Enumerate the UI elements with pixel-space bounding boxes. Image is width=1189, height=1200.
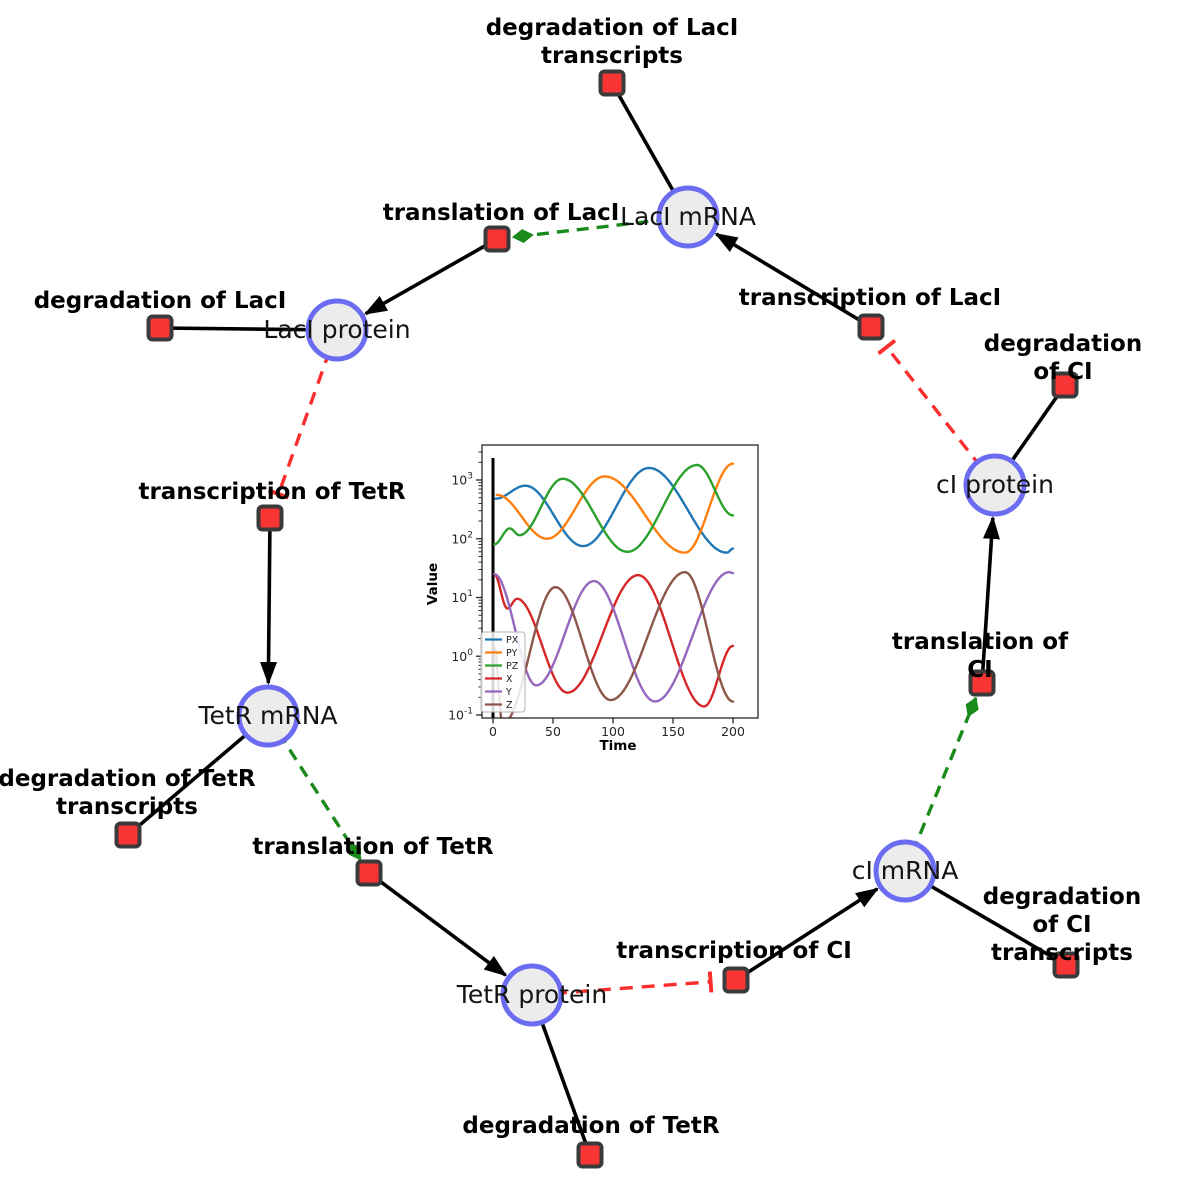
x-tick-label: 0 bbox=[489, 724, 497, 739]
reaction-node-deg_tetr bbox=[576, 1141, 604, 1169]
legend-label-PZ: PZ bbox=[506, 661, 519, 672]
series-curve-Y bbox=[493, 571, 735, 703]
reaction-node-deg_laci_tr bbox=[598, 69, 626, 97]
x-axis-ticks: 0 50 100 150 200 bbox=[489, 718, 745, 739]
legend-label-X: X bbox=[506, 674, 513, 685]
edge-production-transl_laci-to-laci_protein bbox=[363, 237, 498, 316]
species-label-laci_mrna: LacI mRNA bbox=[620, 202, 756, 231]
reaction-node-deg_tetr_tr bbox=[114, 821, 142, 849]
reaction-node-transc_tetr bbox=[256, 504, 284, 532]
species-label-tetr_mrna: TetR mRNA bbox=[198, 701, 338, 730]
reaction-node-transl_laci bbox=[483, 225, 511, 253]
series-curve-PX bbox=[494, 466, 735, 554]
reaction-label-transc_laci: transcription of LacI bbox=[738, 285, 1002, 311]
edge-production-transc_ci-to-ci_mrna bbox=[735, 887, 879, 982]
reaction-label-deg_ci: degradation of CI bbox=[983, 331, 1143, 385]
species-node-laci_mrna bbox=[656, 185, 720, 249]
legend-label-Y: Y bbox=[505, 687, 512, 698]
y-axis-label: Value bbox=[426, 563, 441, 605]
legend-label-Z: Z bbox=[506, 700, 513, 711]
reaction-label-deg_laci: degradation of LacI bbox=[33, 288, 287, 314]
species-label-tetr_protein: TetR protein bbox=[456, 980, 608, 1009]
reaction-label-deg_tetr: degradation of TetR bbox=[462, 1113, 720, 1139]
legend-box bbox=[480, 631, 526, 713]
species-node-ci_mrna bbox=[873, 839, 937, 903]
legend-label-PX: PX bbox=[506, 635, 519, 646]
y-tick-label: 101 bbox=[451, 589, 473, 605]
x-tick-label: 50 bbox=[545, 724, 561, 739]
x-tick-label: 150 bbox=[661, 724, 685, 739]
reaction-label-deg_laci_tr: degradation of LacI transcripts bbox=[485, 15, 739, 69]
species-node-tetr_mrna bbox=[236, 684, 300, 748]
reaction-node-transl_tetr bbox=[355, 859, 383, 887]
reaction-node-transl_ci bbox=[968, 669, 996, 697]
edge-production-transl_ci-to-ci_protein bbox=[980, 515, 1000, 684]
reaction-label-deg_tetr_tr: degradation of TetR transcripts bbox=[0, 766, 256, 820]
species-node-ci_protein bbox=[963, 453, 1027, 517]
series-curve-PY bbox=[495, 462, 735, 554]
species-label-ci_protein: cI protein bbox=[936, 470, 1054, 499]
edge-production-transl_tetr-to-tetr_protein bbox=[367, 871, 508, 977]
time-course-inset-plot: 0 50 100 150 20010-1100101102103TimeValuePXP… bbox=[426, 444, 759, 754]
y-tick-label: 100 bbox=[451, 648, 473, 664]
reaction-label-transl_ci: translation of CI bbox=[891, 629, 1069, 683]
reaction-label-transl_laci: translation of LacI bbox=[382, 200, 620, 226]
reaction-node-deg_laci bbox=[146, 314, 174, 342]
legend-label-PY: PY bbox=[506, 648, 518, 659]
reaction-node-transc_laci bbox=[857, 313, 885, 341]
reaction-node-deg_ci bbox=[1051, 371, 1079, 399]
axes-frame bbox=[481, 444, 759, 719]
y-tick-label: 102 bbox=[451, 530, 473, 546]
x-tick-label: 100 bbox=[601, 724, 625, 739]
legend: PX PY PZ XYZ bbox=[480, 631, 526, 713]
reaction-label-deg_ci_tr: degradation of CI transcripts bbox=[982, 884, 1142, 966]
species-node-tetr_protein bbox=[500, 963, 564, 1027]
edge-production-transc_tetr-to-tetr_mrna bbox=[260, 517, 278, 686]
reaction-node-transc_ci bbox=[722, 966, 750, 994]
series-curve-Z bbox=[493, 571, 735, 718]
x-tick-label: 200 bbox=[721, 724, 745, 739]
x-axis-label: Time bbox=[599, 738, 636, 754]
reaction-label-transl_tetr: translation of TetR bbox=[252, 834, 494, 860]
reaction-label-transc_tetr: transcription of TetR bbox=[138, 479, 406, 505]
y-tick-label: 103 bbox=[451, 472, 473, 488]
species-label-laci_protein: LacI protein bbox=[263, 315, 411, 344]
reaction-node-deg_ci_tr bbox=[1052, 951, 1080, 979]
series-curves bbox=[493, 462, 735, 718]
series-curve-PZ bbox=[493, 463, 735, 553]
species-label-ci_mrna: cI mRNA bbox=[851, 856, 959, 885]
reaction-label-transc_ci: transcription of CI bbox=[616, 938, 852, 964]
species-node-laci_protein bbox=[305, 298, 369, 362]
y-axis-ticks: 10-1 100 101 102 103 bbox=[448, 451, 482, 723]
y-tick-label: 10-1 bbox=[448, 707, 473, 723]
edge-production-transc_laci-to-laci_mrna bbox=[714, 232, 872, 329]
